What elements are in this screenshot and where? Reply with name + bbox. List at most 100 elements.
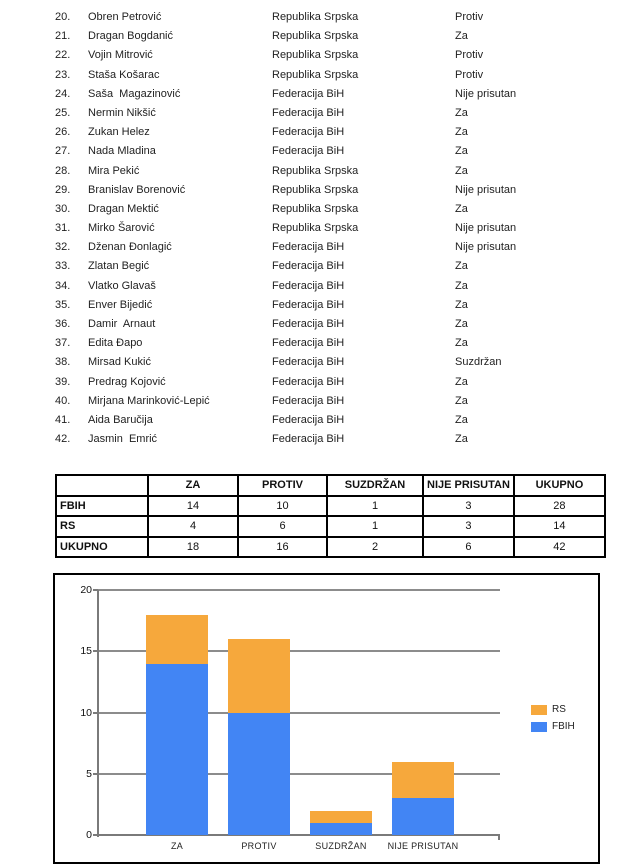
row-number: 22.: [55, 49, 71, 62]
row-number: 31.: [55, 222, 71, 235]
row-number: 39.: [55, 375, 71, 388]
vote-value: Protiv: [455, 68, 484, 81]
roster-row: 33. Zlatan Begić Federacija BiH Za: [0, 257, 632, 276]
vote-value: Nije prisutan: [455, 222, 517, 235]
entity-name: Republika Srpska: [272, 49, 359, 62]
row-number: 25.: [55, 106, 71, 119]
summary-cell: 3: [422, 494, 515, 517]
roster-row: 31. Mirko Šarović Republika Srpska Nije pri…: [0, 219, 632, 238]
summary-cell: 3: [422, 515, 515, 538]
roster-row: 26. Zukan Helez Federacija BiH Za: [0, 123, 632, 142]
row-number: 42.: [55, 433, 71, 446]
y-axis-line: [97, 590, 99, 837]
summary-cell: 28: [512, 494, 606, 517]
roster-row: 28. Mira Pekić Republika Srpska Za: [0, 162, 632, 181]
delegate-name: Predrag Kojović: [88, 375, 166, 388]
row-number: 26.: [55, 126, 71, 139]
entity-name: Federacija BiH: [272, 433, 345, 446]
entity-name: Federacija BiH: [272, 298, 345, 311]
y-axis-tick-label: 20: [80, 584, 92, 596]
entity-name: Federacija BiH: [272, 126, 345, 139]
vote-value: Nije prisutan: [455, 241, 517, 254]
row-number: 29.: [55, 183, 71, 196]
summary-cell: 1: [326, 494, 424, 517]
roster-row: 27. Nada Mladina Federacija BiH Za: [0, 142, 632, 161]
legend-swatch: [531, 705, 547, 715]
summary-col-header: PROTIV: [237, 474, 328, 497]
summary-cell: 14: [147, 494, 239, 517]
entity-name: Federacija BiH: [272, 241, 345, 254]
summary-cell: 6: [422, 535, 515, 558]
row-number: 21.: [55, 30, 71, 43]
entity-name: Republika Srpska: [272, 164, 359, 177]
vote-value: Za: [455, 145, 468, 158]
summary-body: FBIH 14 10 1 3 28 RS 4 6 1 3 14 UKUPNO 18 16 2 6 42: [55, 494, 606, 558]
vote-value: Za: [455, 394, 468, 407]
y-axis-tick-label: 0: [86, 829, 92, 841]
vote-roster-list: 20. Obren Petrović Republika Srpska Protiv 2…: [0, 8, 632, 449]
x-axis-category-label: PROTIV: [241, 841, 277, 851]
delegate-name: Saša Magazinović: [88, 87, 181, 100]
roster-row: 23. Staša Košarac Republika Srpska Protiv: [0, 66, 632, 85]
roster-row: 21. Dragan Bogdanić Republika Srpska Za: [0, 27, 632, 46]
summary-row-label: UKUPNO: [55, 535, 149, 558]
vote-value: Nije prisutan: [455, 183, 517, 196]
y-axis-tick-label: 10: [80, 706, 92, 719]
entity-name: Federacija BiH: [272, 413, 345, 426]
bar-segment-fbih: [392, 798, 454, 835]
roster-row: 41. Aida Baručija Federacija BiH Za: [0, 411, 632, 430]
bar-segment-rs: [310, 810, 372, 823]
vote-value: Za: [455, 375, 468, 388]
y-axis-tick: [93, 772, 98, 775]
delegate-name: Branislav Borenović: [88, 183, 186, 196]
delegate-name: Zukan Helez: [88, 126, 150, 139]
roster-row: 40. Mirjana Marinković-Lepić Federacija Bi…: [0, 392, 632, 411]
delegate-name: Staša Košarac: [88, 68, 160, 81]
delegate-name: Damir Arnaut: [88, 318, 156, 330]
gridline: [98, 711, 500, 714]
vote-value: Protiv: [455, 11, 484, 23]
delegate-name: Dragan Mektić: [88, 202, 159, 215]
row-number: 23.: [55, 68, 71, 81]
vote-value: Za: [455, 202, 468, 215]
y-axis-tick-label: 5: [86, 767, 92, 780]
row-number: 36.: [55, 318, 71, 330]
summary-col-header: UKUPNO: [512, 474, 606, 497]
entity-name: Republika Srpska: [272, 30, 359, 43]
delegate-name: Vojin Mitrović: [88, 49, 153, 62]
entity-name: Federacija BiH: [272, 337, 345, 350]
vote-value: Za: [455, 279, 468, 292]
entity-name: Republika Srpska: [272, 68, 359, 81]
entity-name: Federacija BiH: [272, 279, 345, 292]
delegate-name: Dženan Đonlagić: [88, 241, 172, 254]
legend-label: RS: [552, 704, 566, 715]
roster-row: 36. Damir Arnaut Federacija BiH Za: [0, 315, 632, 334]
summary-cell: 2: [326, 535, 424, 558]
delegate-name: Vlatko Glavaš: [88, 279, 156, 292]
legend-entry: FBIH: [531, 721, 601, 733]
vote-value: Za: [455, 433, 468, 446]
entity-name: Federacija BiH: [272, 87, 345, 100]
bar-segment-fbih: [228, 712, 290, 835]
row-number: 32.: [55, 241, 71, 254]
delegate-name: Zlatan Begić: [88, 260, 150, 273]
delegate-name: Obren Petrović: [88, 11, 162, 23]
legend-label: FBIH: [552, 721, 575, 732]
row-number: 33.: [55, 260, 71, 273]
entity-name: Federacija BiH: [272, 106, 345, 119]
entity-name: Republika Srpska: [272, 202, 359, 215]
bar-segment-fbih: [146, 663, 208, 835]
vote-value: Protiv: [455, 49, 484, 62]
summary-row: FBIH 14 10 1 3 28: [55, 494, 606, 517]
vote-value: Za: [455, 30, 468, 43]
x-axis-category-label: SUZDRŽAN: [315, 841, 367, 851]
legend-swatch: [531, 722, 547, 732]
roster-row: 35. Enver Bijedić Federacija BiH Za: [0, 296, 632, 315]
x-axis-category-label: ZA: [170, 841, 184, 851]
summary-cell: 42: [512, 535, 606, 558]
vote-value: Suzdržan: [455, 356, 502, 369]
summary-col-header: NIJE PRISUTAN: [422, 474, 515, 497]
delegate-name: Mirko Šarović: [88, 222, 155, 235]
row-number: 20.: [55, 11, 71, 23]
row-number: 28.: [55, 164, 71, 177]
